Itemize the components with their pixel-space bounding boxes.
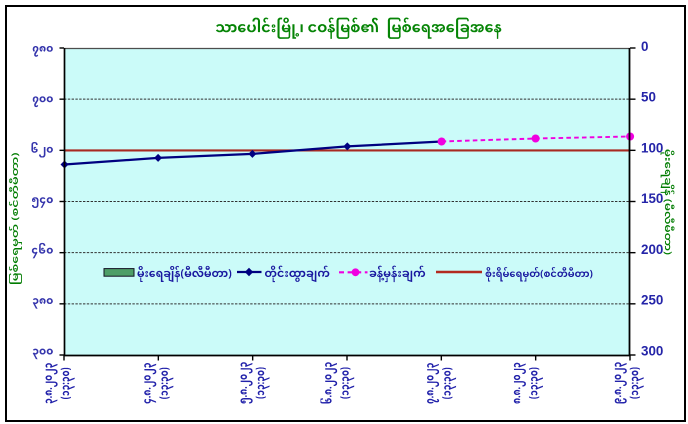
svg-text:250: 250	[641, 293, 663, 308]
svg-text:0: 0	[641, 39, 648, 54]
svg-text:50: 50	[641, 90, 656, 105]
svg-text:300: 300	[641, 343, 663, 358]
svg-text:150: 150	[641, 191, 663, 206]
svg-text:200: 200	[641, 242, 663, 257]
svg-text:100: 100	[641, 140, 663, 155]
